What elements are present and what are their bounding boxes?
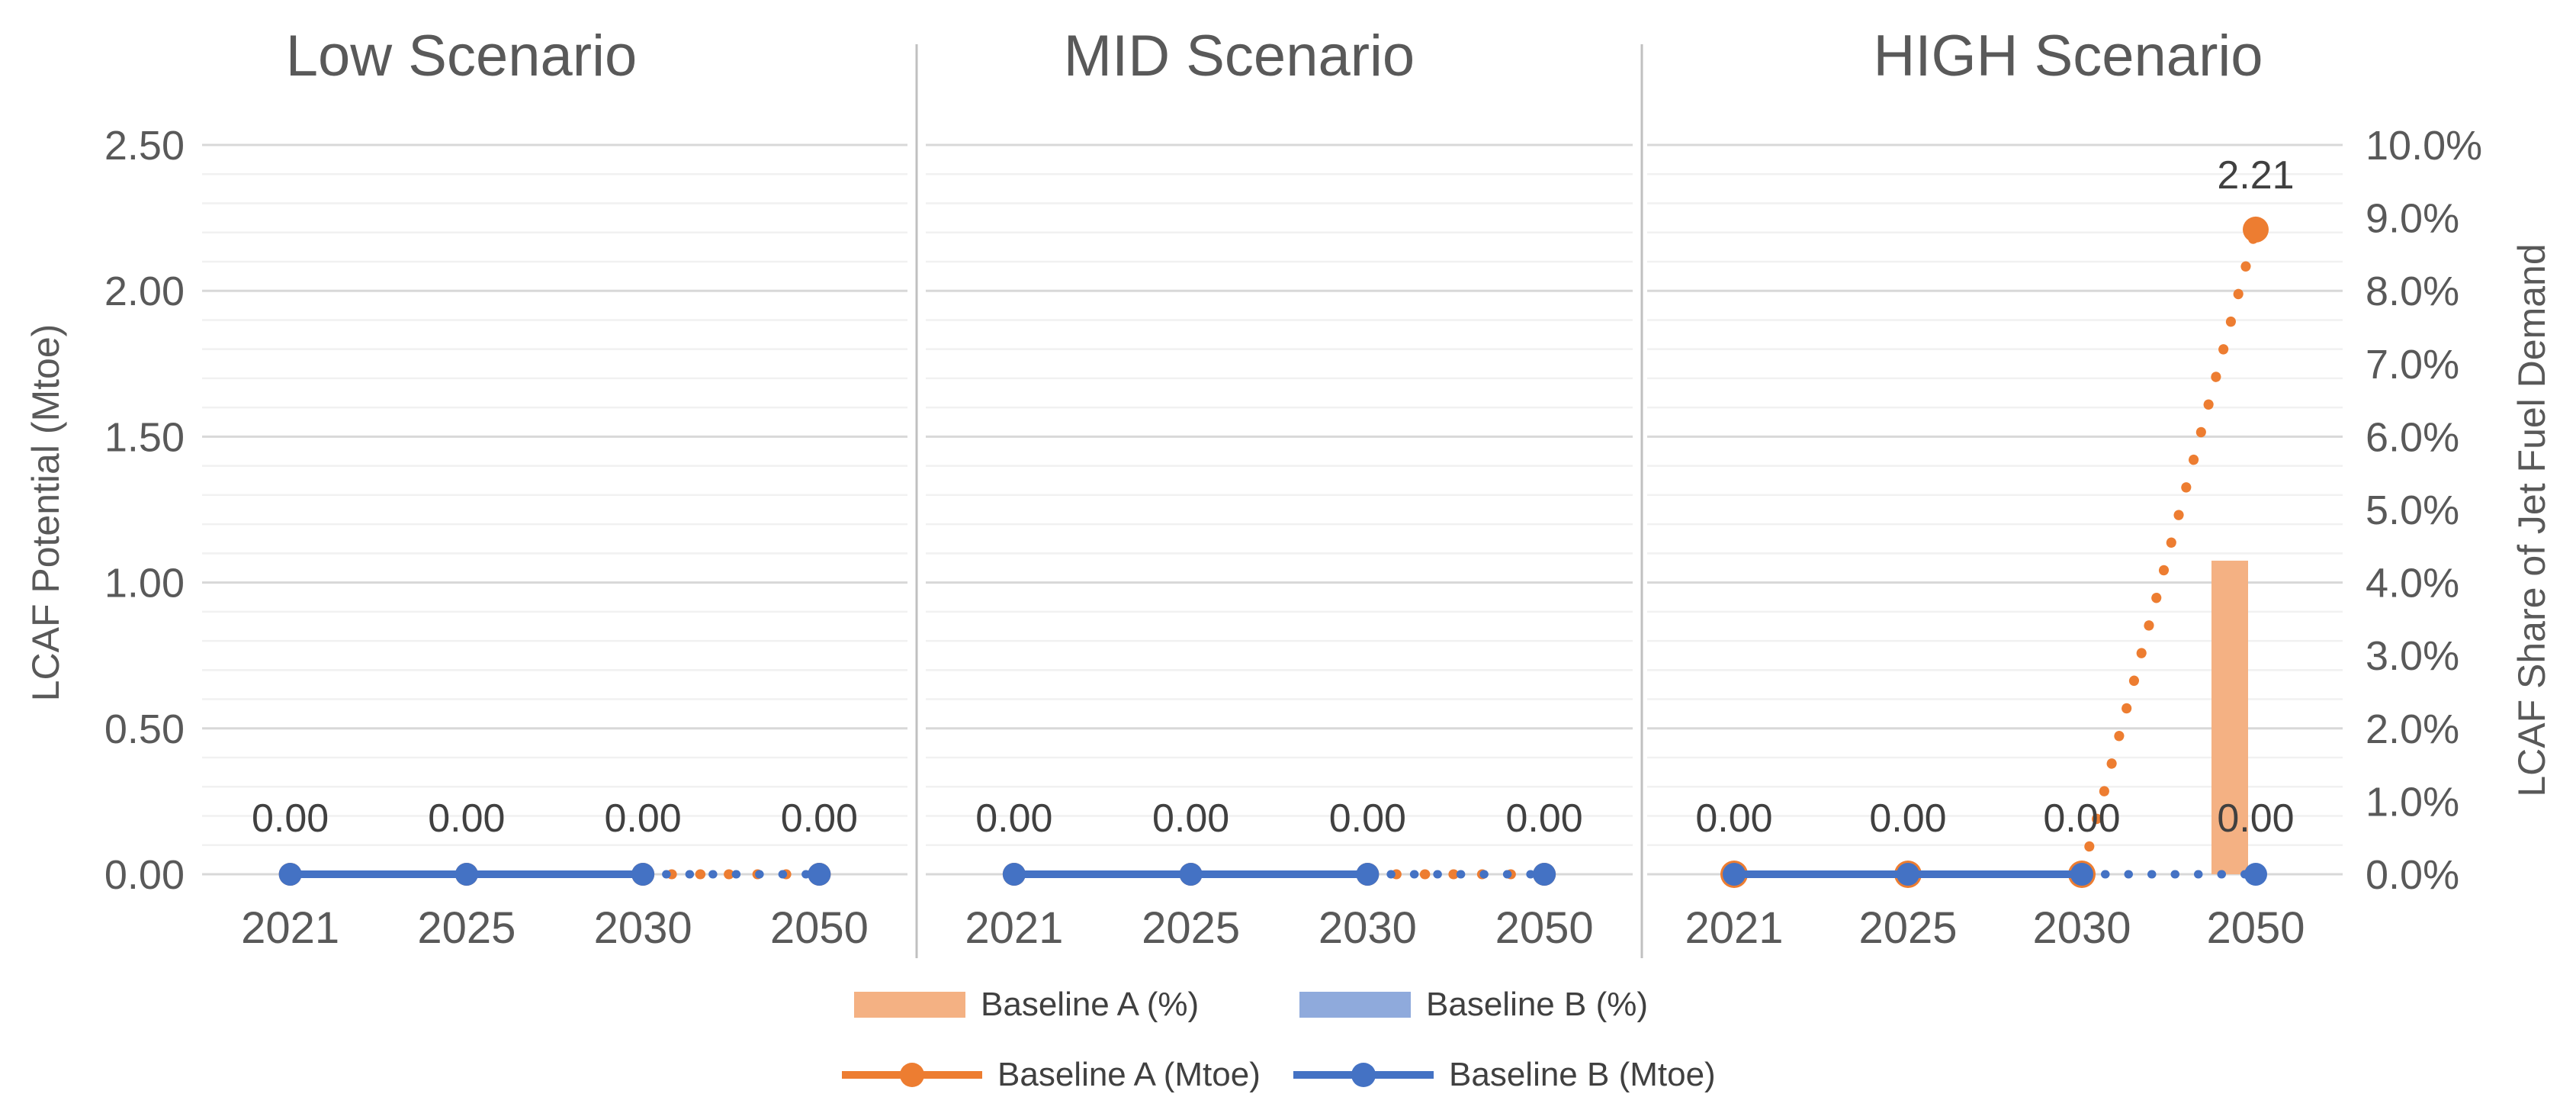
data-label: 0.00	[1152, 796, 1229, 841]
right-axis-tick-label: 1.0%	[2366, 779, 2459, 825]
data-label: 0.00	[1506, 796, 1583, 841]
line-baseline-b-mtoe--marker	[454, 863, 478, 886]
line-baseline-b-mtoe--marker	[2070, 863, 2093, 886]
bar-baseline-a-	[2211, 560, 2248, 874]
baseline-b-mtoe-swatch	[1293, 1061, 1434, 1089]
legend-label: Baseline B (Mtoe)	[1449, 1056, 1716, 1093]
x-axis-year-label: 2025	[417, 903, 516, 953]
line-baseline-b-mtoe--marker	[278, 863, 302, 886]
line-baseline-b-mtoe--marker	[1533, 863, 1556, 886]
x-axis-year-label: 2030	[2032, 903, 2131, 953]
right-axis-tick-label: 3.0%	[2366, 633, 2459, 679]
x-axis-year-label: 2030	[1319, 903, 1417, 953]
legend-label: Baseline A (%)	[981, 986, 1200, 1023]
right-axis-tick-label: 10.0%	[2366, 123, 2482, 169]
left-axis-tick-label: 1.50	[104, 414, 185, 460]
left-axis-tick-label: 1.00	[104, 561, 185, 606]
left-axis-tick-label: 0.00	[104, 852, 185, 898]
legend-item-baseline-a-pct: Baseline A (%)	[854, 986, 1199, 1024]
data-label: 0.00	[2217, 796, 2294, 841]
line-baseline-b-mtoe--marker	[1356, 863, 1380, 886]
x-axis-year-label: 2021	[241, 903, 339, 953]
x-axis-year-label: 2025	[1858, 903, 1957, 953]
data-label: 0.00	[1695, 796, 1772, 841]
x-axis-year-label: 2050	[770, 903, 869, 953]
legend-item-baseline-a-mtoe: Baseline A (Mtoe)	[842, 1056, 1261, 1094]
x-axis-year-label: 2050	[1495, 903, 1594, 953]
panel-title-high: HIGH Scenario	[1873, 24, 2263, 88]
data-label: 0.00	[781, 796, 858, 841]
data-label: 2.21	[2217, 153, 2294, 198]
right-axis-tick-label: 6.0%	[2366, 414, 2459, 460]
line-baseline-b-mtoe--marker	[1179, 863, 1203, 886]
right-axis-tick-label: 0.0%	[2366, 852, 2459, 898]
data-label: 0.00	[252, 796, 329, 841]
legend-label: Baseline A (Mtoe)	[997, 1056, 1261, 1093]
data-label: 0.00	[2043, 796, 2120, 841]
data-label: 0.00	[428, 796, 505, 841]
left-axis-tick-label: 2.50	[104, 123, 185, 169]
line-baseline-b-mtoe--marker	[2244, 863, 2267, 886]
baseline-a-pct-swatch	[854, 992, 965, 1018]
right-axis-tick-label: 8.0%	[2366, 269, 2459, 314]
line-baseline-a-mtoe--dotted	[2077, 224, 2261, 880]
x-axis-year-label: 2025	[1142, 903, 1240, 953]
line-baseline-b-mtoe--marker	[631, 863, 655, 886]
line-baseline-b-mtoe--marker	[808, 863, 831, 886]
legend-item-baseline-b-pct: Baseline B (%)	[1299, 986, 1648, 1024]
baseline-a-mtoe-swatch	[842, 1061, 982, 1089]
line-baseline-b-mtoe--marker	[1002, 863, 1026, 886]
x-axis-year-label: 2021	[1685, 903, 1783, 953]
x-axis-year-label: 2050	[2206, 903, 2305, 953]
data-label: 0.00	[605, 796, 682, 841]
line-baseline-a-mtoe--marker	[2243, 216, 2269, 243]
data-label: 0.00	[975, 796, 1052, 841]
right-axis-tick-label: 2.0%	[2366, 706, 2459, 752]
data-label: 0.00	[1329, 796, 1406, 841]
right-axis-tick-label: 4.0%	[2366, 561, 2459, 606]
panel-title-mid: MID Scenario	[1063, 24, 1415, 88]
left-axis-tick-label: 0.50	[104, 706, 185, 752]
right-axis-tick-label: 9.0%	[2366, 196, 2459, 242]
right-axis-title: LCAF Share of Jet Fuel Demand	[2510, 243, 2553, 797]
legend-label: Baseline B (%)	[1426, 986, 1649, 1023]
baseline-b-pct-swatch	[1299, 992, 1411, 1018]
line-baseline-b-mtoe--marker	[1897, 863, 1919, 886]
line-baseline-b-mtoe--marker	[1723, 863, 1746, 886]
x-axis-year-label: 2021	[965, 903, 1063, 953]
left-axis-title: LCAF Potential (Mtoe)	[24, 323, 67, 702]
x-axis-year-label: 2030	[594, 903, 692, 953]
left-axis-tick-label: 2.00	[104, 269, 185, 314]
panel-title-low: Low Scenario	[285, 24, 638, 88]
right-axis-tick-label: 7.0%	[2366, 342, 2459, 388]
legend-item-baseline-b-mtoe: Baseline B (Mtoe)	[1293, 1056, 1716, 1094]
data-label: 0.00	[1869, 796, 1946, 841]
right-axis-tick-label: 5.0%	[2366, 487, 2459, 533]
